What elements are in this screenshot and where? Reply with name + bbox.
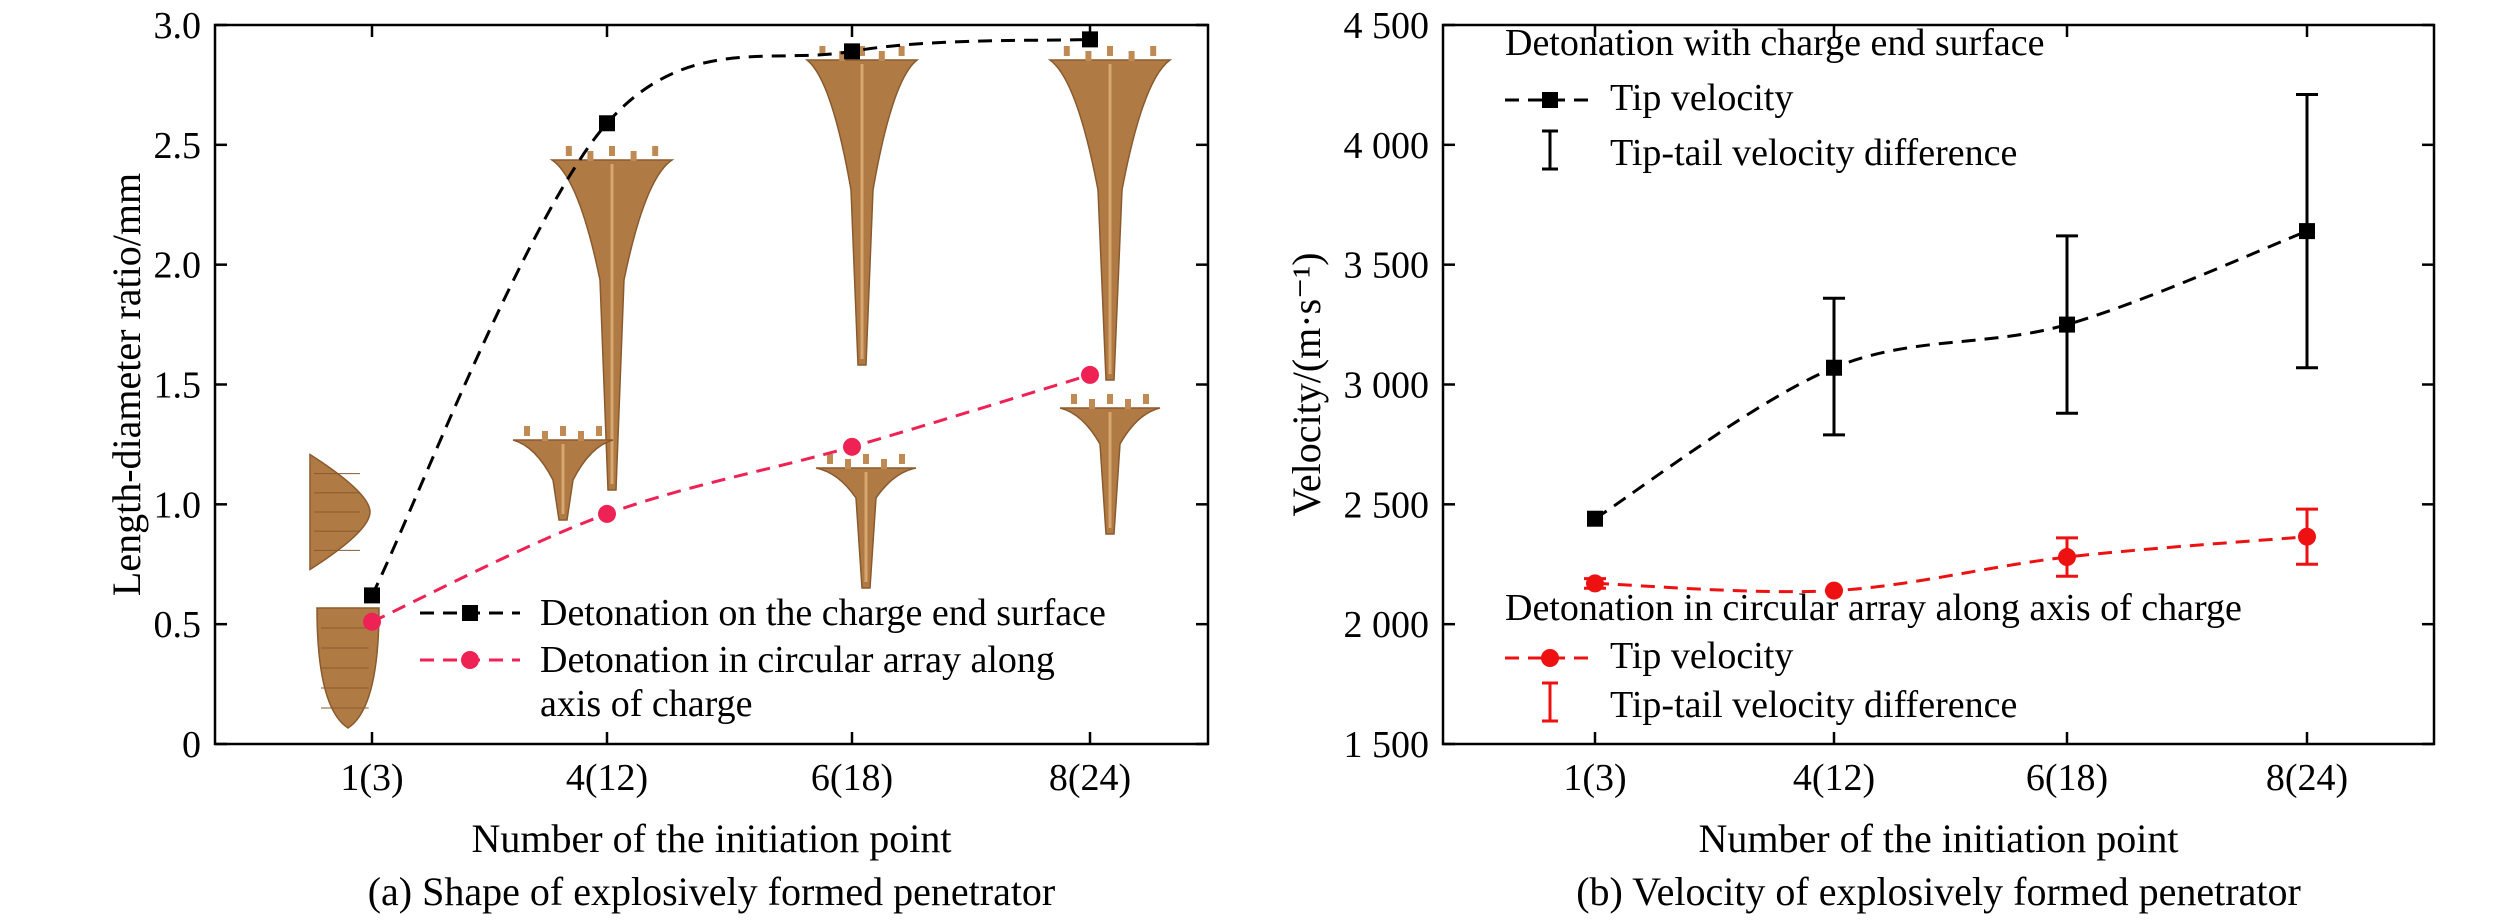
penetrator-image [549,146,675,491]
y-tick-label-b: 2 000 [1344,604,1430,646]
legend-label-b: Tip-tail velocity difference [1610,684,2017,726]
data-point-a-0 [599,115,615,132]
caption-b: (b) Velocity of explosively formed penet… [1576,869,2301,914]
legend-marker-a [461,651,479,669]
x-axis-title-a: Number of the initiation point [472,816,952,861]
legend-label-b: Tip-tail velocity difference [1610,132,2017,174]
legend-marker-a [462,605,478,621]
penetrator-image [512,426,614,521]
data-point-b-0 [2059,316,2075,333]
y-tick-label-b: 1 500 [1344,724,1430,766]
x-tick-label-b: 1(3) [1563,757,1626,799]
penetrator-image [804,46,920,366]
y-axis-title-a: Length-diameter ratio/mm [104,173,149,596]
data-point-b-1 [1586,574,1604,593]
penetrator-image [1047,46,1173,381]
series-line-b-0 [1594,229,2308,520]
x-tick-label-a: 4(12) [566,757,648,799]
legend-label-b: Tip velocity [1610,635,1793,677]
y-tick-label-b: 3 500 [1344,245,1430,287]
data-point-a-0 [844,43,860,60]
data-point-b-0 [2299,223,2315,240]
y-tick-label-a: 2.0 [154,245,202,287]
penetrator-image [815,454,917,589]
x-tick-label-a: 1(3) [340,757,403,799]
legend-marker-b [1541,649,1559,667]
x-axis-title-b: Number of the initiation point [1699,816,2179,861]
y-tick-label-a: 0 [182,724,201,766]
y-tick-label-b: 4 500 [1344,5,1430,47]
legend-title-b-1: Detonation in circular array along axis … [1505,587,2242,629]
data-point-a-1 [1081,365,1099,384]
penetrator-image [316,607,380,729]
x-tick-label-a: 6(18) [811,757,893,799]
legend-label-b: Tip velocity [1610,77,1793,119]
series-line-a-1 [371,373,1091,624]
data-point-a-1 [363,612,381,631]
y-axis-title-b: Velocity/(m·s⁻¹) [1284,252,1329,516]
data-point-a-0 [1082,31,1098,48]
data-point-a-1 [598,504,616,523]
caption-a: (a) Shape of explosively formed penetrat… [368,869,1056,914]
panel-a: 0 0.5 1.0 1.5 2.0 2.5 3.0 1(3) 4(12) 6(18) 8(24) De… [104,5,1210,914]
panel-b: 1 500 2 000 2 500 3 000 3 500 4 000 4 500 1(3) 4… [1284,5,2436,914]
data-point-a-0 [364,587,380,604]
data-point-b-0 [1587,510,1603,527]
y-tick-label-a: 3.0 [154,5,202,47]
legend-title-b-0: Detonation with charge end surface [1505,22,2045,64]
data-point-b-1 [2298,527,2316,546]
y-tick-label-b: 3 000 [1344,365,1430,407]
y-tick-label-b: 2 500 [1344,484,1430,526]
data-point-a-1 [843,437,861,456]
x-tick-label-b: 8(24) [2266,757,2348,799]
y-tick-label-a: 1.5 [154,365,202,407]
legend-marker-b [1542,92,1558,108]
y-tick-label-a: 0.5 [154,604,202,646]
series-line-b-1 [1594,535,2308,594]
legend-label-a: axis of charge [540,683,752,725]
y-tick-label-b: 4 000 [1344,125,1430,167]
series-line-a-0 [370,37,1091,597]
data-point-b-1 [2058,548,2076,567]
penetrator-image [1059,394,1161,535]
penetrator-image [309,453,371,571]
data-point-b-0 [1826,359,1842,376]
x-tick-label-b: 6(18) [2026,757,2108,799]
y-tick-label-a: 1.0 [154,484,202,526]
x-tick-label-a: 8(24) [1049,757,1131,799]
data-point-b-1 [1825,581,1843,600]
legend-label-a: Detonation in circular array along [540,639,1055,681]
x-tick-label-b: 4(12) [1793,757,1875,799]
legend-label-a: Detonation on the charge end surface [540,592,1106,634]
y-tick-label-a: 2.5 [154,125,202,167]
